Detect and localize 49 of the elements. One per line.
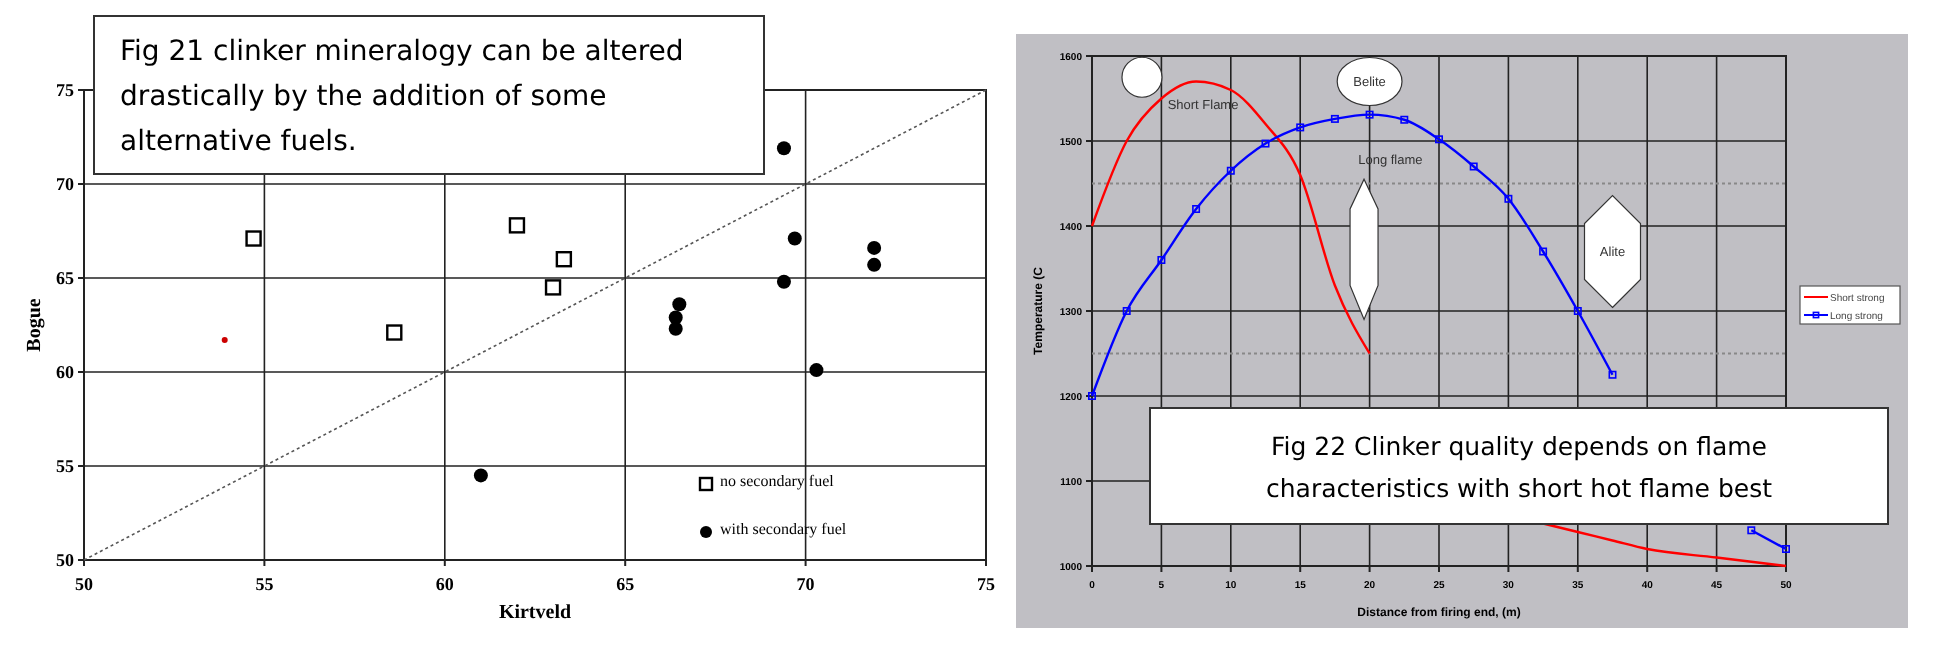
annotation: Fig 22 Clinker quality depends on flame characteristics with short hot flame best bbox=[1265, 431, 1773, 503]
point bbox=[1330, 114, 1339, 123]
x-axis-title: Kirtveld bbox=[498, 602, 572, 624]
y-tick-label: 70 bbox=[56, 174, 75, 195]
point bbox=[1192, 205, 1201, 213]
point bbox=[672, 297, 687, 312]
x-tick-label: 55 bbox=[255, 574, 275, 594]
point bbox=[809, 363, 824, 378]
y-axis-title: Bogue bbox=[24, 297, 46, 352]
point bbox=[245, 230, 262, 247]
y-tick-label: 60 bbox=[56, 362, 75, 383]
point bbox=[1504, 194, 1513, 203]
point bbox=[1573, 307, 1582, 315]
point bbox=[776, 274, 791, 289]
point bbox=[1782, 545, 1790, 553]
point bbox=[1400, 115, 1409, 124]
point bbox=[1469, 162, 1478, 171]
y-tick-label: 75 bbox=[56, 80, 75, 101]
x-tick-label: 75 bbox=[977, 574, 996, 594]
x-tick-label: 60 bbox=[435, 574, 455, 594]
point bbox=[867, 240, 882, 255]
x-tick-label: 70 bbox=[796, 574, 816, 594]
x-tick-label: 50 bbox=[75, 574, 94, 594]
point bbox=[555, 251, 573, 268]
point bbox=[1365, 110, 1374, 119]
point bbox=[1226, 166, 1235, 175]
point bbox=[867, 257, 882, 272]
point bbox=[386, 324, 403, 341]
point bbox=[1435, 135, 1443, 144]
point bbox=[668, 310, 683, 325]
y-tick-label: 50 bbox=[56, 550, 75, 571]
point bbox=[221, 337, 228, 344]
y-tick-label: 65 bbox=[56, 268, 75, 289]
point bbox=[544, 279, 562, 296]
point bbox=[1261, 139, 1270, 148]
y-tick-label: 55 bbox=[56, 456, 75, 477]
point bbox=[1122, 307, 1131, 315]
x-tick-label: 65 bbox=[616, 574, 636, 594]
point bbox=[776, 141, 791, 156]
point bbox=[508, 217, 526, 234]
point bbox=[473, 468, 488, 483]
point bbox=[1608, 370, 1617, 379]
point bbox=[1747, 526, 1756, 535]
point bbox=[1539, 247, 1548, 256]
annotation: Fig 21 clinker mineralogy can be altered drastically by the addition of some alternative fuels. bbox=[120, 36, 684, 158]
point bbox=[1157, 256, 1166, 264]
point bbox=[1296, 123, 1305, 132]
point bbox=[787, 231, 802, 246]
legend-label: no secondary fuel bbox=[720, 471, 836, 490]
